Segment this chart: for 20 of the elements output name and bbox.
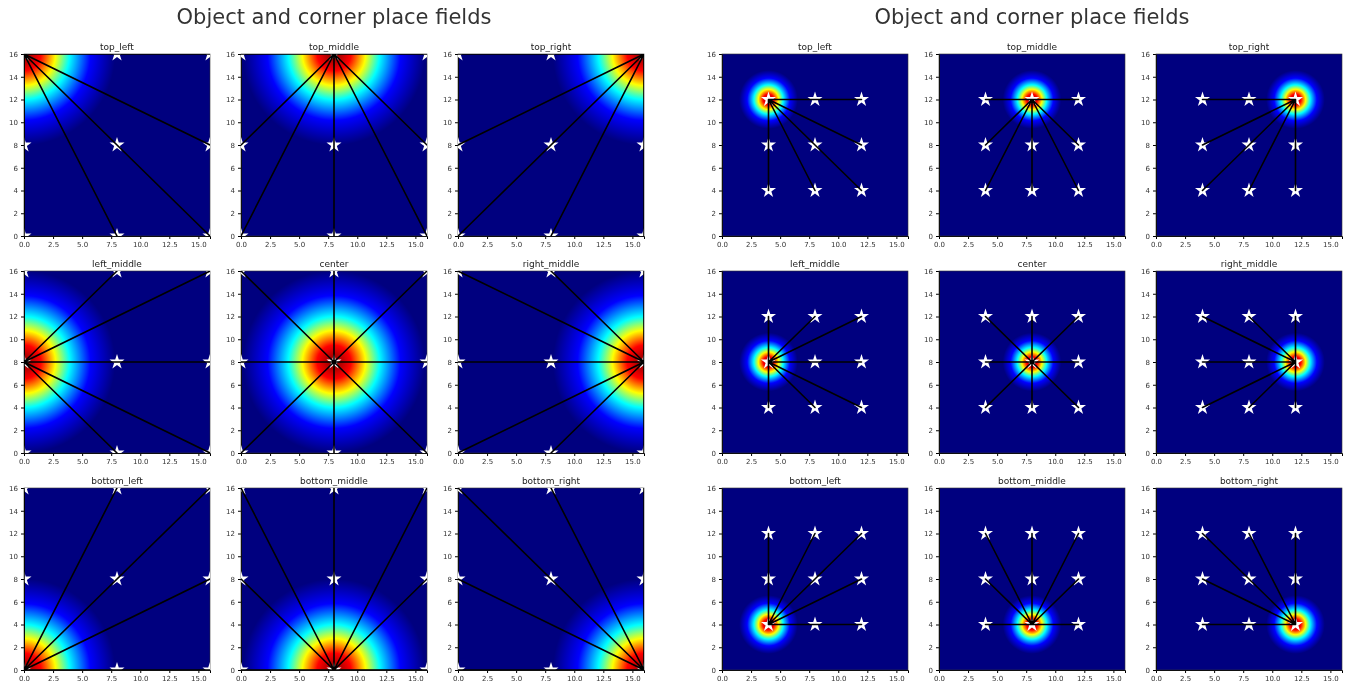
chart-title: left_middle (790, 259, 841, 269)
chart-title: top_middle (1007, 42, 1058, 52)
chart-title: bottom_middle (300, 476, 369, 486)
chart-title: center (1017, 259, 1047, 269)
chart-title: bottom_left (91, 476, 144, 486)
chart-title: top_middle (309, 42, 360, 52)
chart-title: right_middle (1220, 259, 1278, 269)
chart-title: bottom_right (1219, 476, 1279, 486)
chart-title: bottom_middle (998, 476, 1067, 486)
text: Object and corner place fields (176, 5, 492, 29)
chart-title: top_left (100, 42, 135, 52)
chart-title: top_left (798, 42, 833, 52)
chart-title: right_middle (522, 259, 580, 269)
chart-title: center (319, 259, 349, 269)
chart-title: bottom_left (789, 476, 842, 486)
chart-title: left_middle (92, 259, 143, 269)
chart-title: top_right (1228, 42, 1270, 52)
chart-title: bottom_right (521, 476, 581, 486)
text: Object and corner place fields (874, 5, 1190, 29)
chart-title: top_right (530, 42, 572, 52)
